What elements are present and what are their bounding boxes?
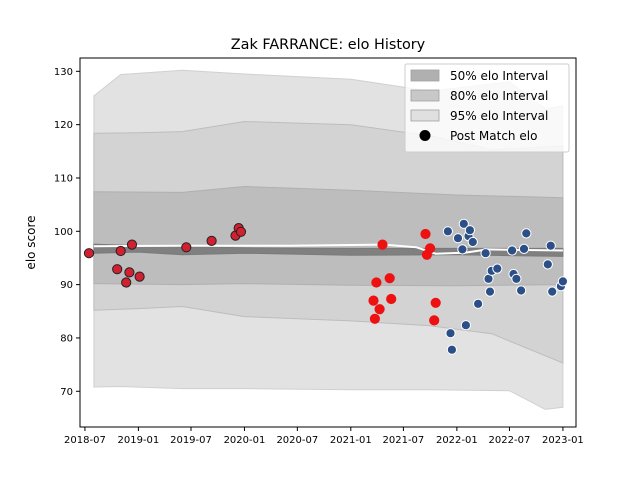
post-match-point: [126, 239, 138, 250]
post-match-point: [386, 293, 397, 305]
post-match-point: [429, 315, 440, 326]
post-match-point: [206, 235, 217, 246]
legend-swatch: [410, 109, 440, 122]
post-match-point: [460, 320, 471, 331]
x-tick-label: 2020-01: [224, 435, 266, 446]
post-match-point: [464, 225, 475, 236]
post-match-point: [452, 233, 464, 244]
mean-elo-line-group: [93, 243, 563, 255]
post-match-point: [457, 244, 468, 255]
x-tick-label: 2022-07: [489, 435, 531, 446]
x-tick-label: 2019-01: [118, 435, 160, 446]
post-match-point: [384, 273, 395, 284]
post-match-point: [430, 297, 441, 308]
y-tick-label: 110: [54, 173, 73, 184]
y-tick-label: 130: [54, 67, 73, 78]
post-match-point: [506, 245, 518, 256]
post-match-point: [134, 271, 145, 282]
post-match-point: [547, 286, 558, 297]
x-axis: 2018-07 2019-01 2019-07 2020-01 2020-07 2021-…: [64, 427, 584, 446]
post-match-point: [425, 243, 436, 254]
x-tick-label: 2021-01: [330, 435, 372, 446]
post-match-point: [235, 226, 247, 237]
post-match-point: [467, 236, 478, 248]
post-match-point: [557, 276, 569, 287]
legend-label: 95% elo Interval: [450, 109, 548, 123]
legend-label: 80% elo Interval: [450, 89, 548, 103]
post-match-point: [542, 259, 553, 270]
legend-marker: [419, 130, 431, 141]
legend-swatch: [410, 89, 440, 102]
post-match-point: [545, 240, 556, 251]
post-match-points: [83, 218, 569, 355]
post-match-point: [511, 273, 522, 284]
post-match-point: [518, 243, 530, 254]
post-match-point: [377, 239, 388, 250]
y-tick-label: 70: [60, 387, 73, 398]
post-match-point: [115, 245, 126, 257]
legend-box: [404, 63, 570, 153]
y-tick-label: 120: [54, 120, 73, 131]
y-tick-label: 90: [60, 280, 73, 291]
y-axis: 70 80 90 100 110 120 130: [54, 67, 80, 398]
post-match-point: [112, 264, 123, 275]
x-tick-label: 2020-07: [276, 435, 318, 446]
post-match-point: [369, 313, 380, 324]
post-match-point: [124, 267, 135, 278]
legend-swatch: [410, 69, 440, 82]
axes-frame: [79, 57, 577, 428]
post-match-point: [420, 228, 431, 240]
legend-label: Post Match elo: [450, 129, 537, 143]
mean-elo-line: [93, 243, 563, 255]
interval-bands: [93, 69, 564, 410]
post-match-point: [473, 298, 484, 309]
post-match-point: [484, 286, 496, 297]
x-tick-label: 2019-07: [170, 435, 212, 446]
post-match-point: [442, 226, 453, 237]
legend-label: 50% elo Interval: [450, 69, 548, 83]
post-match-point: [458, 218, 469, 229]
post-match-point: [446, 344, 457, 355]
post-match-point: [121, 277, 132, 288]
x-tick-label: 2021-07: [383, 435, 425, 446]
y-tick-label: 80: [60, 333, 73, 344]
x-tick-label: 2022-01: [436, 435, 478, 446]
legend: 50% elo Interval 80% elo Interval 95% elo …: [404, 63, 570, 153]
post-match-point: [521, 228, 532, 239]
post-match-point: [445, 328, 456, 339]
post-match-point: [492, 263, 503, 274]
post-match-point: [374, 304, 385, 315]
plot-area: [83, 69, 569, 410]
post-match-point: [368, 295, 379, 306]
post-match-point: [83, 248, 95, 259]
chart-title: Zak FARRANCE: elo History: [231, 37, 426, 53]
y-tick-label: 100: [54, 227, 73, 238]
x-tick-label: 2018-07: [64, 435, 106, 446]
post-match-point: [181, 242, 192, 253]
post-match-point: [371, 277, 382, 288]
y-axis-label: elo score: [24, 215, 38, 269]
post-match-point: [480, 248, 491, 259]
x-tick-label: 2023-01: [542, 435, 584, 446]
post-match-point: [516, 285, 527, 296]
